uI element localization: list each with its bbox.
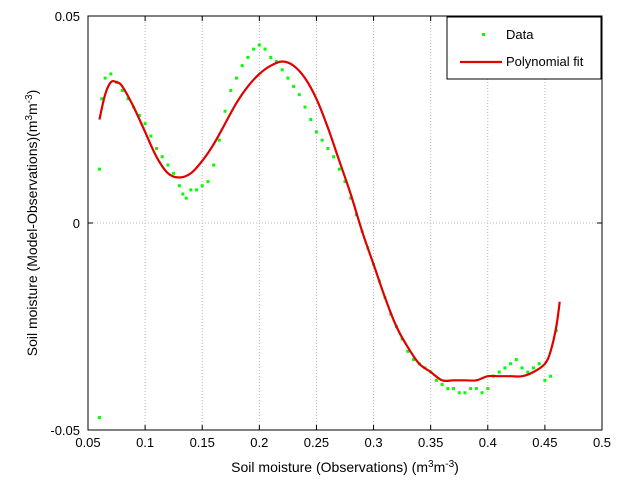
plot-area xyxy=(97,43,561,420)
data-point xyxy=(155,146,159,150)
data-point xyxy=(446,387,450,391)
data-point xyxy=(109,72,113,76)
data-point xyxy=(537,362,541,366)
data-point xyxy=(292,84,296,88)
data-point xyxy=(457,391,461,395)
y-tick-label: -0.05 xyxy=(50,423,80,438)
data-point xyxy=(103,76,107,80)
data-point xyxy=(246,55,250,59)
data-point xyxy=(189,188,193,192)
y-tick-label: 0.05 xyxy=(55,9,80,24)
data-point xyxy=(97,167,101,171)
y-axis-label: Soil moisture (Model-Observations)(m3m-3… xyxy=(24,90,40,357)
x-tick-label: 0.1 xyxy=(136,435,154,450)
data-point xyxy=(206,180,210,184)
data-point xyxy=(240,64,244,68)
data-point xyxy=(343,180,347,184)
data-point xyxy=(520,366,524,370)
data-point xyxy=(406,349,410,353)
legend-box xyxy=(446,16,602,80)
data-point xyxy=(269,55,273,59)
data-point xyxy=(526,370,530,374)
data-point xyxy=(177,184,181,188)
data-point xyxy=(172,171,176,175)
data-point xyxy=(531,366,535,370)
data-point xyxy=(452,387,456,391)
data-point xyxy=(509,362,513,366)
data-point xyxy=(332,155,336,159)
legend: Data Polynomial fit xyxy=(446,16,602,80)
data-point xyxy=(486,387,490,391)
data-point xyxy=(274,60,278,64)
data-point xyxy=(337,167,341,171)
data-point xyxy=(303,105,307,109)
data-point xyxy=(263,47,267,51)
data-point xyxy=(463,391,467,395)
data-point xyxy=(497,370,501,374)
data-point xyxy=(229,89,233,93)
data-point xyxy=(137,113,141,117)
y-tick-label: 0 xyxy=(73,216,80,231)
x-tick-label: 0.2 xyxy=(250,435,268,450)
tick-labels: 0.05 0.1 0.15 0.2 0.25 0.3 0.35 0.4 0.45 0.5 -0.05… xyxy=(50,9,611,450)
data-point xyxy=(326,146,330,150)
x-tick-label: 0.15 xyxy=(190,435,215,450)
data-point xyxy=(217,138,221,142)
data-point xyxy=(543,378,547,382)
data-point xyxy=(234,76,238,80)
x-tick-label: 0.35 xyxy=(418,435,443,450)
data-point xyxy=(514,358,518,362)
data-point xyxy=(469,387,473,391)
data-point xyxy=(309,118,313,121)
data-point xyxy=(100,97,104,101)
data-point xyxy=(314,130,318,134)
data-point xyxy=(252,47,256,51)
legend-label-fit: Polynomial fit xyxy=(506,54,584,69)
polynomial-fit-line xyxy=(98,60,561,383)
data-point xyxy=(223,109,227,113)
data-point xyxy=(412,358,416,362)
data-point xyxy=(434,378,438,382)
data-point xyxy=(166,163,170,167)
data-point xyxy=(160,155,164,159)
data-point xyxy=(320,138,324,142)
data-point xyxy=(549,374,553,378)
data-point xyxy=(149,134,153,138)
data-point xyxy=(120,89,124,93)
data-point xyxy=(257,43,261,47)
x-tick-label: 0.3 xyxy=(365,435,383,450)
x-axis-label: Soil moisture (Observations) (m3m-3) xyxy=(231,459,459,475)
data-point xyxy=(200,184,204,188)
legend-label-data: Data xyxy=(506,27,534,42)
data-point xyxy=(280,68,284,72)
data-point xyxy=(195,188,199,192)
data-point xyxy=(143,122,147,126)
data-point xyxy=(97,416,101,420)
data-point xyxy=(474,387,478,391)
data-point xyxy=(503,366,507,370)
data-point xyxy=(286,76,290,80)
data-point xyxy=(440,382,444,386)
x-tick-label: 0.4 xyxy=(479,435,497,450)
data-point xyxy=(297,93,301,97)
axis-ticks xyxy=(87,15,603,431)
grid xyxy=(88,16,602,430)
legend-data-marker xyxy=(482,33,485,36)
data-point xyxy=(184,196,188,200)
data-point xyxy=(181,192,185,196)
x-tick-label: 0.5 xyxy=(593,435,611,450)
data-point xyxy=(480,391,484,395)
data-point xyxy=(126,97,130,101)
x-tick-label: 0.45 xyxy=(532,435,557,450)
x-tick-label: 0.25 xyxy=(304,435,329,450)
data-point xyxy=(212,163,216,167)
x-tick-label: 0.05 xyxy=(75,435,100,450)
data-point xyxy=(349,196,353,200)
